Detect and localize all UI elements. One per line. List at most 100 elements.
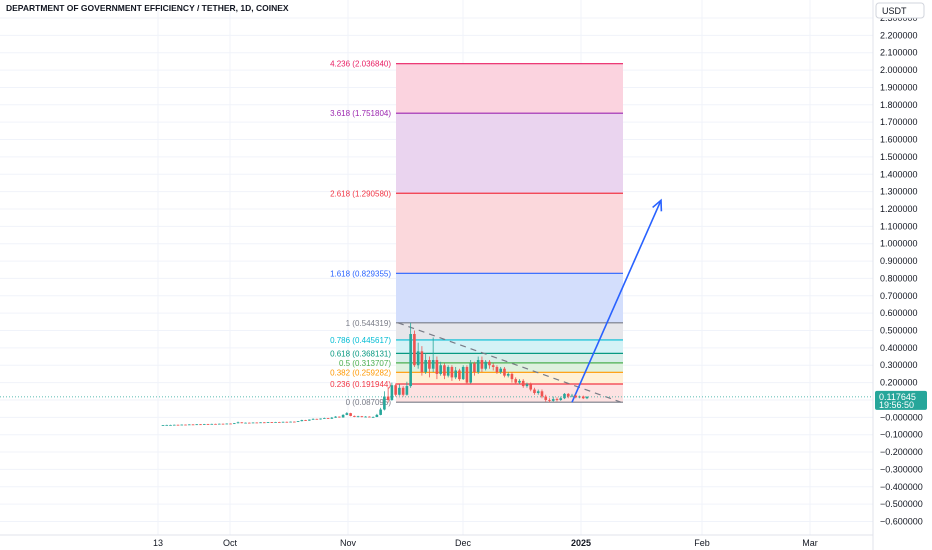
candle-body — [217, 423, 221, 425]
x-tick-label: Dec — [455, 538, 472, 548]
fib-zone — [396, 353, 623, 363]
candle-body — [525, 384, 529, 387]
candle-body — [514, 379, 518, 383]
currency-selector[interactable]: USDT — [875, 2, 925, 19]
candle-body — [416, 351, 420, 366]
y-tick-label: 2.200000 — [880, 30, 918, 40]
candle-body — [503, 368, 506, 376]
y-tick-label: 0.200000 — [880, 378, 918, 388]
candle-body — [326, 418, 330, 419]
fib-zone — [396, 372, 623, 385]
candle-body — [394, 385, 397, 395]
fib-zone — [396, 322, 623, 340]
candle-body — [544, 396, 548, 400]
y-tick-label: 1.100000 — [880, 221, 918, 231]
candle-body — [465, 366, 469, 383]
drawings[interactable] — [0, 198, 873, 403]
last-price-badge — [875, 390, 927, 410]
x-tick-label: Mar — [802, 538, 818, 548]
candle-body — [244, 422, 247, 424]
candle-body — [187, 424, 191, 426]
candle-body — [454, 370, 457, 378]
y-tick-label: 0.900000 — [880, 256, 918, 266]
candle-body — [551, 399, 555, 401]
y-tick-label: 0.600000 — [880, 308, 918, 318]
fib-level-label: 0.5 (0.313707) — [339, 359, 391, 368]
candle-body — [484, 361, 488, 369]
fib-zone — [396, 362, 623, 373]
candle-body — [390, 385, 394, 400]
candle-body — [338, 416, 341, 418]
countdown-timer: 19:56:50 — [879, 400, 914, 410]
candle-body — [364, 416, 367, 418]
candle-body — [379, 409, 382, 415]
candle-body — [570, 395, 574, 397]
candle-body — [210, 423, 214, 425]
fib-level-label: 4.236 (2.036840) — [330, 60, 391, 69]
fib-level-label: 0.236 (0.191944) — [330, 380, 391, 389]
candle-body — [480, 360, 484, 369]
candle-body — [439, 365, 442, 374]
fib-level-label: 0.382 (0.259282) — [330, 368, 391, 377]
y-tick-label: 1.900000 — [880, 82, 918, 92]
candle-body — [255, 422, 259, 424]
candle-body — [420, 351, 424, 373]
x-tick-label: 13 — [153, 538, 163, 548]
fib-zone — [396, 339, 623, 354]
candle-body — [236, 422, 240, 424]
candle-body — [165, 424, 169, 426]
candle-body — [262, 422, 266, 424]
candle-body — [319, 418, 322, 420]
y-tick-label: 1.800000 — [880, 100, 918, 110]
candle-body — [581, 396, 585, 399]
fib-zone — [396, 63, 623, 114]
candle-body — [172, 424, 176, 426]
candle-body — [398, 387, 401, 395]
candle-body — [536, 391, 540, 394]
fib-level-label: 1 (0.544319) — [346, 319, 392, 328]
candle-body — [247, 422, 251, 424]
y-tick-label: 2.000000 — [880, 65, 918, 75]
candle-body — [469, 363, 472, 383]
candle-body — [540, 391, 544, 397]
candle-body — [349, 413, 352, 416]
candle-body — [221, 423, 225, 425]
last-price-value: 0.117645 — [879, 392, 916, 402]
candle-body — [443, 365, 446, 376]
candle-body — [473, 363, 476, 373]
projection-arrow-head — [652, 198, 663, 212]
y-tick-label: 1.200000 — [880, 204, 918, 214]
candle-body — [491, 365, 495, 367]
candle-body — [458, 370, 461, 380]
time-axis[interactable]: 13 Oct Nov Dec 2025 Feb Mar — [153, 538, 818, 548]
fib-zone — [396, 273, 623, 323]
candle-body — [266, 422, 270, 423]
candle-body — [521, 380, 525, 387]
candle-body — [293, 421, 296, 423]
y-tick-label: −0.000000 — [880, 412, 923, 422]
candle-body — [191, 424, 195, 426]
y-tick-label: −0.500000 — [880, 499, 923, 509]
y-tick-label: 1.500000 — [880, 152, 918, 162]
candle-body — [311, 418, 315, 420]
candle-body — [323, 418, 326, 419]
currency-button[interactable] — [875, 2, 925, 19]
y-tick-label: 0.700000 — [880, 291, 918, 301]
candle-body — [559, 398, 563, 400]
candle-body — [330, 417, 334, 419]
y-tick-label: 0.500000 — [880, 326, 918, 336]
candle-body — [518, 380, 521, 383]
candle-body — [225, 423, 229, 425]
y-tick-label: 0.800000 — [880, 273, 918, 283]
candle-body — [334, 416, 337, 418]
candle-body — [574, 395, 578, 398]
candle-body — [585, 396, 589, 399]
fibonacci-extension[interactable]: 0 (0.087095) 0.236 (0.191944) 0.382 (0.259… — [330, 60, 623, 408]
y-tick-label: 1.600000 — [880, 135, 918, 145]
x-tick-label: Oct — [223, 538, 238, 548]
candle-body — [476, 360, 480, 373]
candles — [161, 322, 589, 426]
y-tick-label: 1.400000 — [880, 169, 918, 179]
projection-arrow[interactable] — [571, 199, 662, 403]
